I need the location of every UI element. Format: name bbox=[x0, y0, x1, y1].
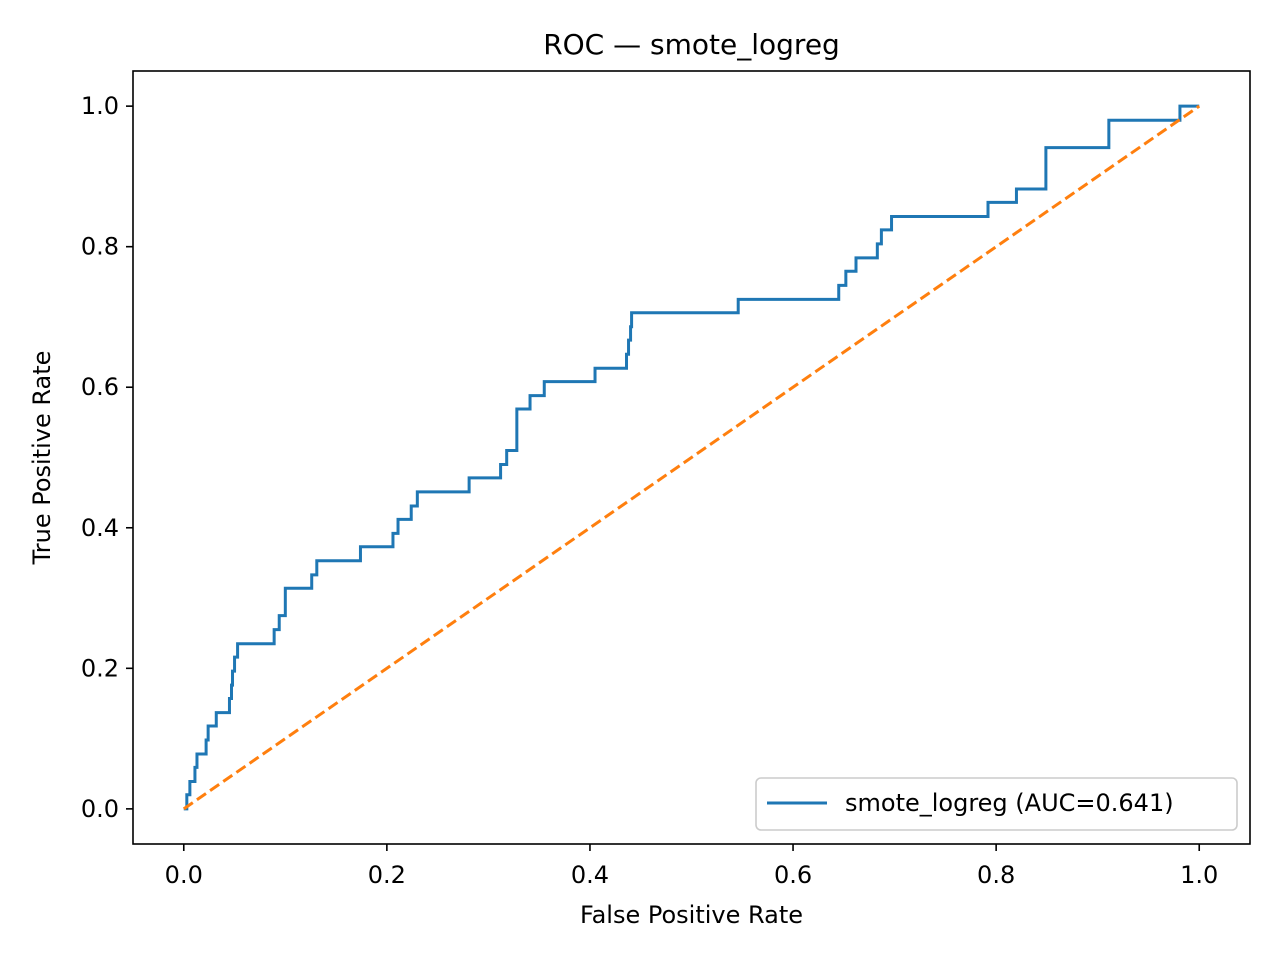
roc-curve-line bbox=[183, 104, 1200, 811]
legend-box bbox=[755, 777, 1238, 831]
y-tick-label: 0.6 bbox=[81, 373, 119, 401]
y-tick-label: 0.8 bbox=[81, 233, 119, 261]
x-tick-label: 1.0 bbox=[1180, 861, 1218, 889]
legend-label: smote_logreg (AUC=0.641) bbox=[845, 789, 1174, 817]
x-tick-label: 0.4 bbox=[571, 861, 609, 889]
x-tick-label: 0.6 bbox=[774, 861, 812, 889]
x-tick-label: 0.2 bbox=[368, 861, 406, 889]
y-tick-label: 1.0 bbox=[81, 92, 119, 120]
chart-title: ROC — smote_logreg bbox=[543, 28, 840, 61]
x-tick-label: 0.8 bbox=[977, 861, 1015, 889]
legend: smote_logreg (AUC=0.641) bbox=[755, 777, 1238, 831]
y-tick-label: 0.0 bbox=[81, 795, 119, 823]
x-axis-label: False Positive Rate bbox=[580, 901, 803, 929]
chance-diagonal-line bbox=[182, 104, 1201, 811]
plot-frame bbox=[132, 70, 1251, 845]
x-tick-label: 0.0 bbox=[165, 861, 203, 889]
y-tick-label: 0.4 bbox=[81, 514, 119, 542]
y-axis-label: True Positive Rate bbox=[28, 351, 56, 566]
y-tick-label: 0.2 bbox=[81, 654, 119, 682]
